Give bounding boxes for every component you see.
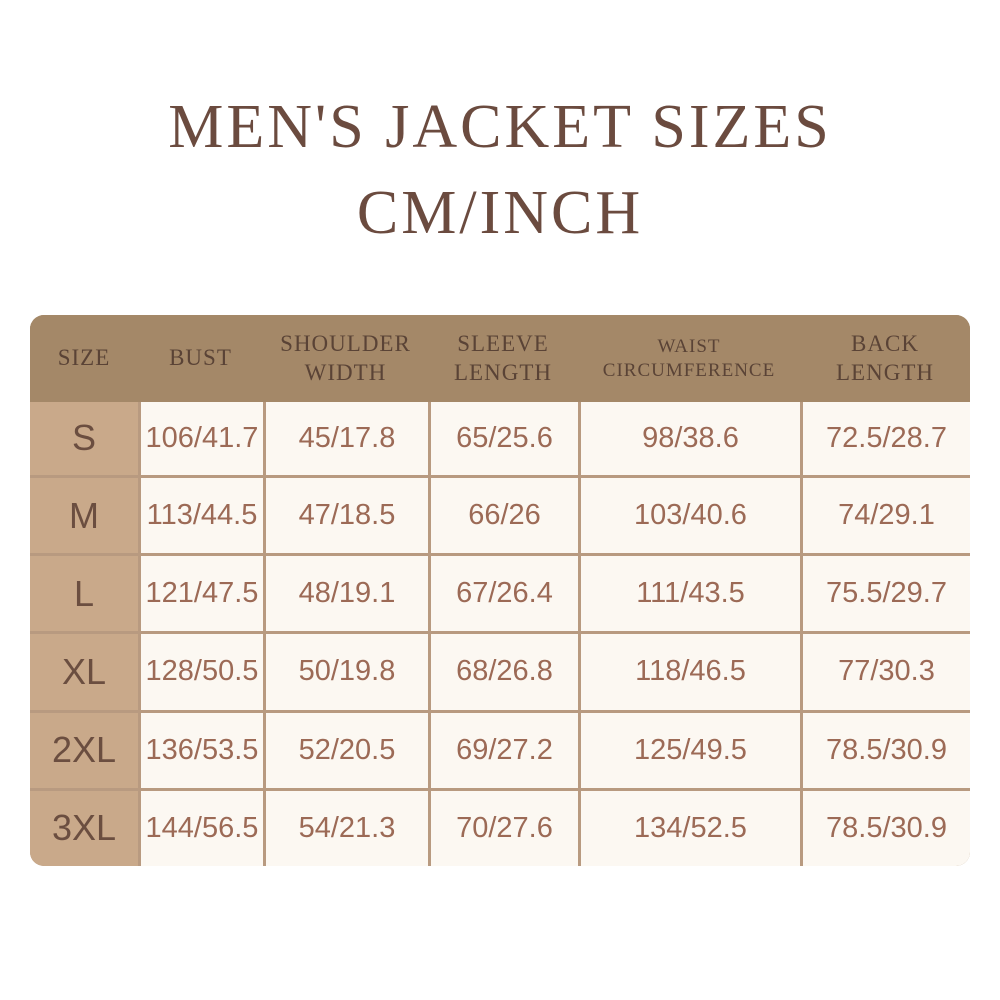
measurement-cell: 125/49.5 [578,709,800,788]
column-header-line: CIRCUMFERENCE [602,359,776,381]
measurement-cell: 75.5/29.7 [800,553,970,632]
measurement-cell: 98/38.6 [578,402,800,475]
measurement-cell: 48/19.1 [263,553,428,632]
column-header-line: SHOULDER [280,330,411,356]
column-header-line: WIDTH [304,359,387,385]
measurement-cell: 66/26 [428,474,578,554]
measurement-cell: 65/25.6 [428,402,578,475]
measurement-cell: 103/40.6 [578,474,800,554]
measurement-cell: 111/43.5 [578,553,800,632]
column-header-line: BUST [169,345,232,371]
measurement-cell: 67/26.4 [428,553,578,632]
measurement-cell: 45/17.8 [263,402,428,475]
column-header-line: LENGTH [454,359,552,385]
size-label: 3XL [30,787,138,866]
measurement-cell: 121/47.5 [138,553,263,632]
measurement-cell: 118/46.5 [578,631,800,710]
column-header: SHOULDER WIDTH [263,315,428,402]
column-header: SLEEVE LENGTH [428,315,578,402]
column-header-line: BACK [851,330,919,356]
measurement-cell: 52/20.5 [263,709,428,788]
measurement-cell: 136/53.5 [138,709,263,788]
measurement-cell: 78.5/30.9 [800,787,970,866]
table-row: 3XL 144/56.5 54/21.3 70/27.6 134/52.5 78.5/30… [30,787,970,866]
table-row: S 106/41.7 45/17.8 65/25.6 98/38.6 72.5/28.7 [30,402,970,475]
measurement-cell: 54/21.3 [263,787,428,866]
size-label: 2XL [30,709,138,788]
size-label: M [30,474,138,554]
column-header: WAIST CIRCUMFERENCE [578,315,800,402]
measurement-cell: 70/27.6 [428,787,578,866]
measurement-cell: 74/29.1 [800,474,970,554]
table-row: L 121/47.5 48/19.1 67/26.4 111/43.5 75.5/29.7 [30,553,970,632]
measurement-cell: 128/50.5 [138,631,263,710]
size-label: XL [30,631,138,710]
measurement-cell: 134/52.5 [578,787,800,866]
size-label: L [30,553,138,632]
measurement-cell: 50/19.8 [263,631,428,710]
table-row: M 113/44.5 47/18.5 66/26 103/40.6 74/29.1 [30,474,970,554]
header-row: SIZE BUST SHOULDER WIDTH SLEEVE LENGTH WAIST CI… [30,315,970,402]
size-label: S [30,402,138,475]
measurement-cell: 68/26.8 [428,631,578,710]
measurement-cell: 106/41.7 [138,402,263,475]
measurement-cell: 77/30.3 [800,631,970,710]
page-title: MEN'S JACKET SIZES [168,93,832,161]
measurement-cell: 78.5/30.9 [800,709,970,788]
measurement-cell: 144/56.5 [138,787,263,866]
column-header-line: SIZE [57,345,111,371]
measurement-cell: 113/44.5 [138,474,263,554]
table-row: XL 128/50.5 50/19.8 68/26.8 118/46.5 77/30.3 [30,631,970,710]
measurement-cell: 72.5/28.7 [800,402,970,475]
column-header: BACK LENGTH [800,315,970,402]
column-header-line: LENGTH [836,359,934,385]
page-subtitle: CM/INCH [356,179,644,247]
column-header: SIZE [30,315,138,402]
column-header: BUST [138,315,263,402]
size-chart-table: SIZE BUST SHOULDER WIDTH SLEEVE LENGTH WAIST CI… [30,315,970,866]
column-header-line: SLEEVE [457,330,549,356]
measurement-cell: 69/27.2 [428,709,578,788]
column-header-line: WAIST [657,335,721,357]
table-row: 2XL 136/53.5 52/20.5 69/27.2 125/49.5 78.5/30… [30,709,970,788]
measurement-cell: 47/18.5 [263,474,428,554]
